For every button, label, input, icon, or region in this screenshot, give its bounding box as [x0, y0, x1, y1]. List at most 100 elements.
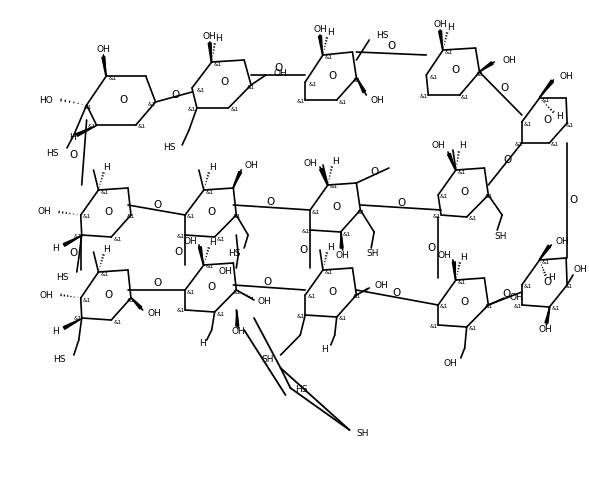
Text: &1: &1: [177, 308, 185, 313]
Text: H: H: [52, 243, 59, 252]
Text: &1: &1: [127, 297, 135, 303]
Text: H: H: [327, 242, 333, 251]
Text: H: H: [459, 141, 465, 150]
Text: &1: &1: [515, 141, 523, 147]
Text: &1: &1: [551, 307, 560, 311]
Text: OH: OH: [538, 326, 552, 334]
Text: &1: &1: [550, 142, 558, 148]
Text: OH: OH: [38, 207, 51, 217]
Text: O: O: [70, 150, 78, 160]
Text: OH: OH: [258, 297, 272, 307]
Polygon shape: [479, 62, 493, 71]
Text: &1: &1: [420, 93, 428, 99]
Text: &1: &1: [230, 106, 239, 112]
Text: &1: &1: [232, 289, 240, 295]
Text: HS: HS: [376, 31, 389, 39]
Text: &1: &1: [232, 215, 240, 219]
Text: SH: SH: [366, 250, 379, 259]
Text: HS: HS: [295, 386, 308, 395]
Text: O: O: [427, 243, 435, 253]
Text: &1: &1: [187, 215, 196, 219]
Text: O: O: [329, 287, 337, 297]
Text: &1: &1: [217, 237, 225, 241]
Text: H: H: [200, 340, 206, 349]
Text: H: H: [104, 162, 110, 171]
Text: &1: &1: [325, 270, 333, 274]
Text: OH: OH: [303, 159, 317, 168]
Text: &1: &1: [429, 75, 438, 80]
Text: &1: &1: [297, 313, 305, 319]
Polygon shape: [76, 125, 97, 137]
Text: O: O: [329, 71, 337, 81]
Text: &1: &1: [445, 49, 454, 55]
Text: HS: HS: [54, 355, 66, 365]
Text: &1: &1: [83, 104, 91, 110]
Text: &1: &1: [188, 106, 196, 112]
Text: H: H: [556, 112, 563, 121]
Text: &1: &1: [297, 99, 305, 103]
Text: OH: OH: [39, 290, 53, 299]
Text: H: H: [52, 327, 59, 335]
Text: &1: &1: [541, 260, 550, 264]
Text: O: O: [274, 63, 283, 73]
Text: O: O: [500, 83, 508, 93]
Text: OH: OH: [219, 267, 232, 276]
Text: H: H: [209, 162, 216, 171]
Text: &1: &1: [312, 209, 320, 215]
Text: &1: &1: [458, 170, 466, 174]
Text: &1: &1: [308, 81, 316, 87]
Text: HS: HS: [228, 249, 240, 258]
Text: HS: HS: [163, 144, 176, 152]
Text: &1: &1: [100, 190, 109, 194]
Text: SH: SH: [261, 355, 274, 365]
Text: &1: &1: [197, 88, 205, 92]
Text: &1: &1: [330, 184, 338, 190]
Text: &1: &1: [187, 289, 196, 295]
Text: &1: &1: [206, 264, 214, 270]
Text: H: H: [548, 273, 555, 282]
Text: &1: &1: [514, 304, 522, 308]
Text: H: H: [327, 27, 333, 36]
Text: &1: &1: [565, 123, 573, 127]
Text: O: O: [333, 202, 341, 212]
Text: &1: &1: [469, 327, 477, 331]
Text: SH: SH: [494, 231, 507, 240]
Text: OH: OH: [244, 160, 258, 170]
Text: O: O: [153, 278, 161, 288]
Text: O: O: [461, 187, 469, 197]
Text: H: H: [447, 23, 454, 32]
Text: OH: OH: [431, 141, 445, 150]
Text: &1: &1: [325, 55, 333, 59]
Text: HO: HO: [39, 95, 53, 104]
Text: H: H: [209, 238, 216, 247]
Text: OH: OH: [437, 251, 451, 261]
Text: &1: &1: [440, 305, 448, 309]
Text: OH: OH: [274, 68, 287, 78]
Text: &1: &1: [177, 233, 185, 239]
Text: O: O: [70, 248, 78, 258]
Text: OH: OH: [231, 328, 245, 337]
Text: &1: &1: [82, 215, 91, 219]
Polygon shape: [545, 307, 550, 323]
Text: SH: SH: [356, 429, 369, 437]
Text: &1: &1: [74, 233, 82, 239]
Polygon shape: [319, 36, 322, 55]
Text: OH: OH: [374, 282, 388, 290]
Text: H: H: [214, 34, 221, 43]
Polygon shape: [320, 169, 327, 185]
Text: OH: OH: [97, 45, 110, 54]
Text: O: O: [119, 95, 127, 105]
Text: O: O: [264, 277, 272, 287]
Polygon shape: [448, 153, 455, 170]
Text: O: O: [171, 90, 180, 100]
Text: O: O: [502, 289, 510, 299]
Text: OH: OH: [434, 20, 447, 28]
Polygon shape: [539, 245, 551, 260]
Text: O: O: [461, 297, 469, 307]
Text: OH: OH: [555, 237, 569, 246]
Text: H: H: [104, 244, 110, 253]
Text: &1: &1: [113, 237, 121, 241]
Text: &1: &1: [524, 285, 532, 289]
Text: H: H: [321, 344, 328, 354]
Text: &1: &1: [352, 78, 360, 82]
